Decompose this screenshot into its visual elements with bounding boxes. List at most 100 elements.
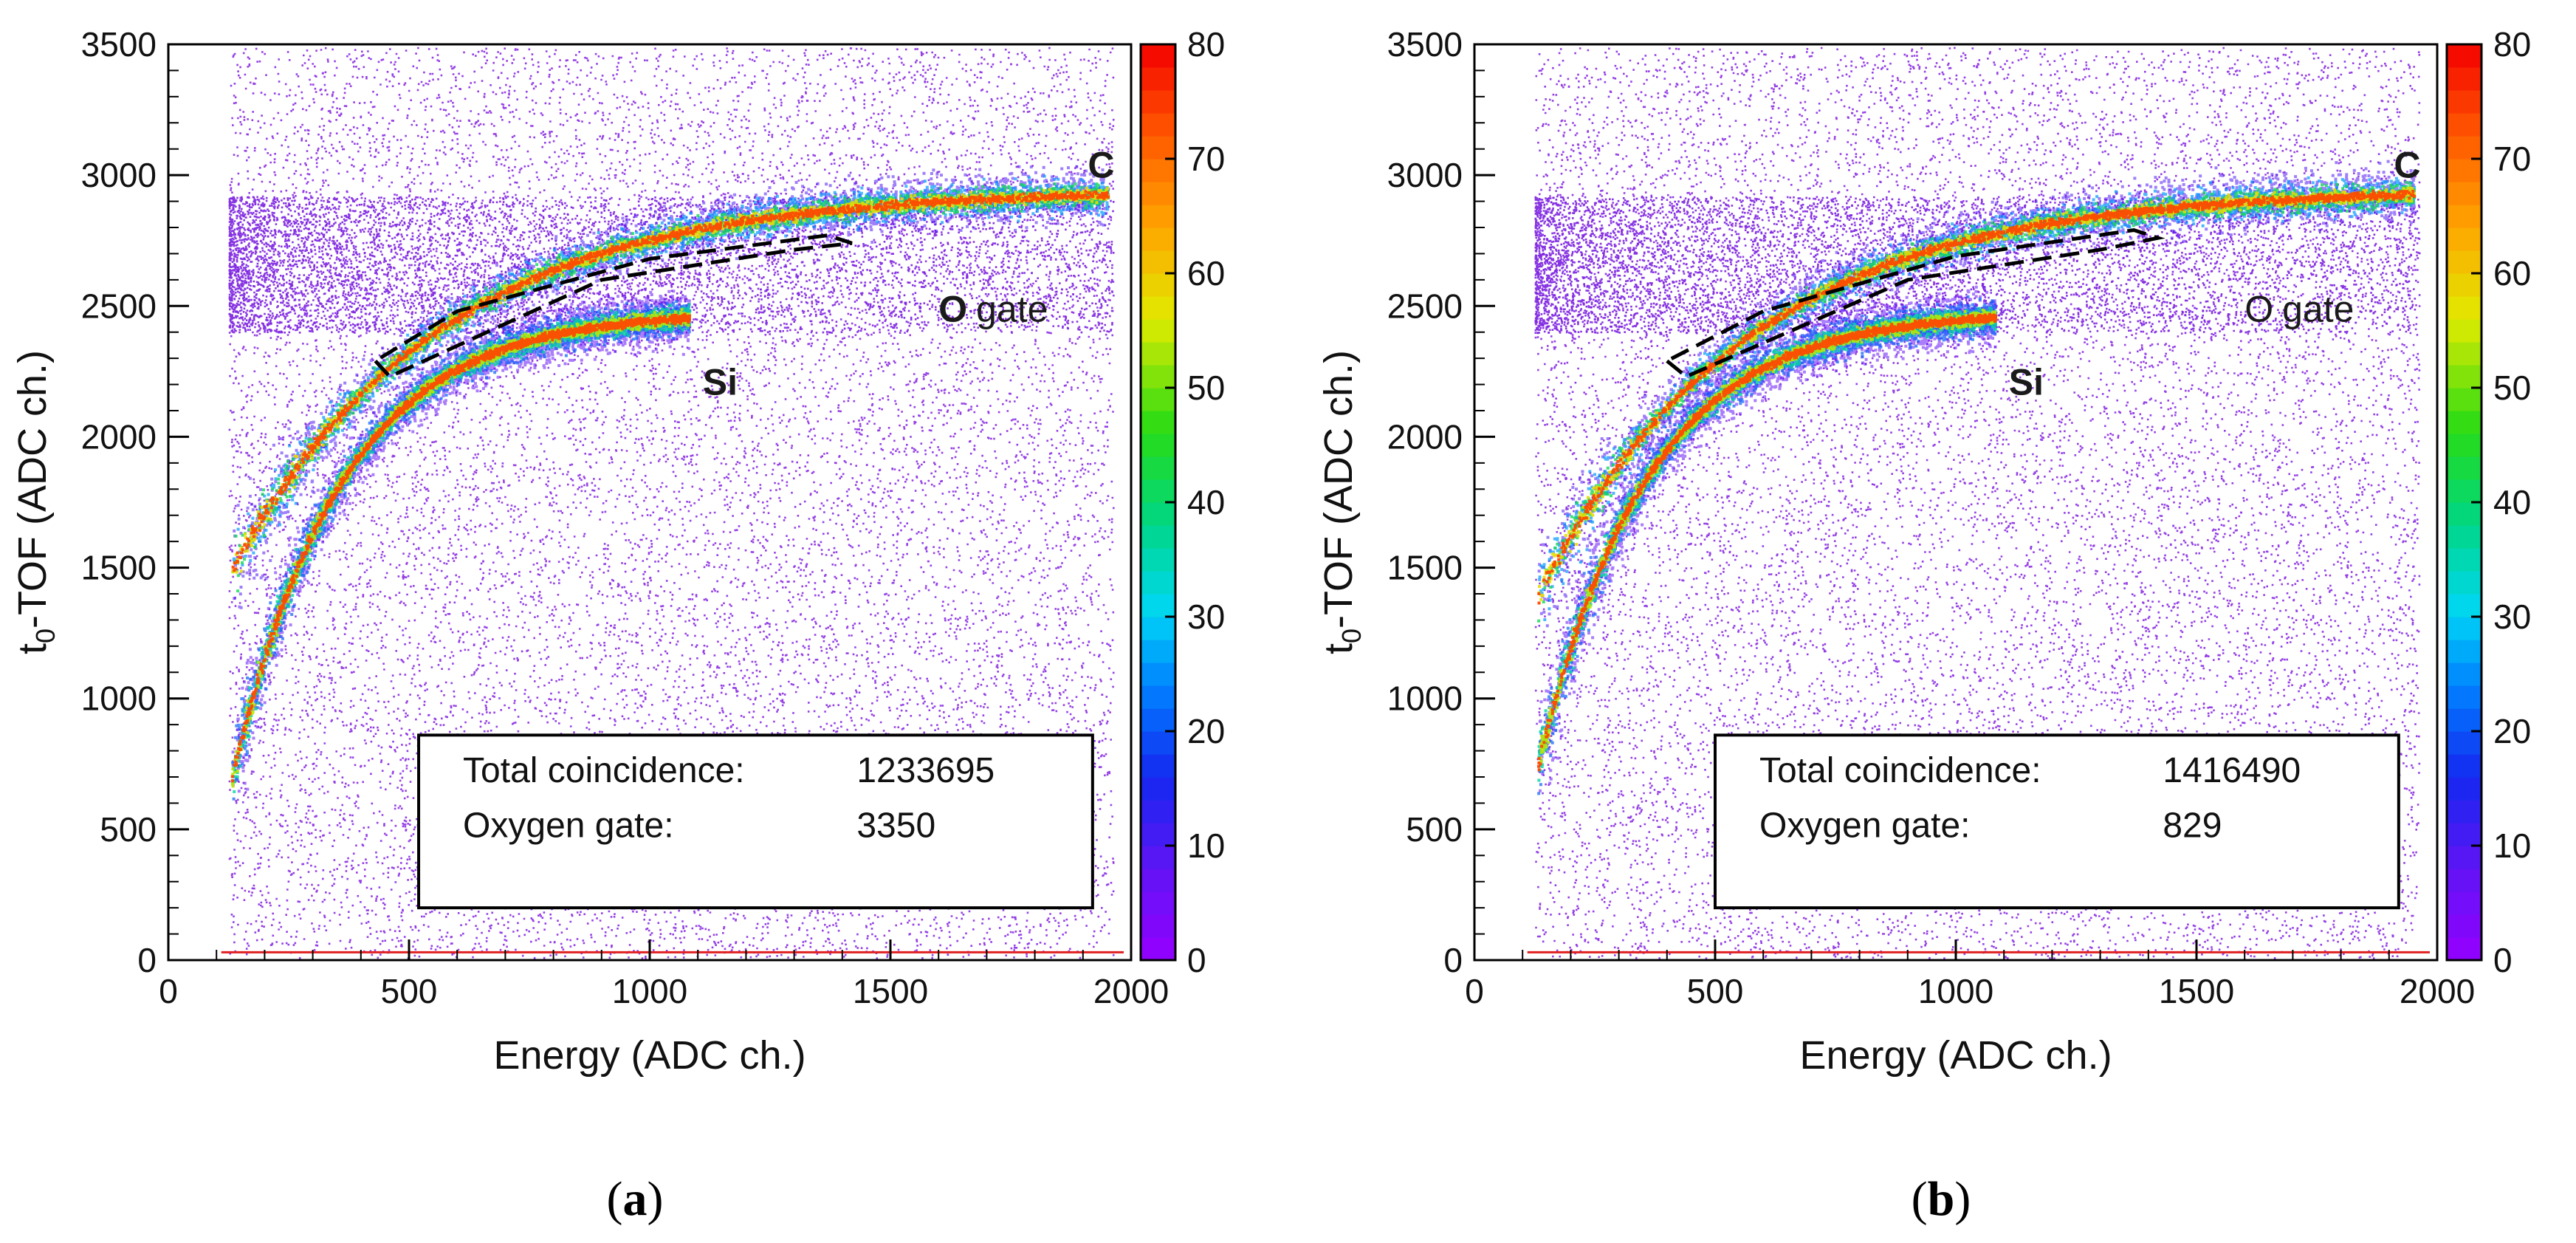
colorbar-segment [2447,914,2481,938]
colorbar-segment [2447,388,2481,411]
colorbar: 0 10 20 30 40 50 60 70 80 [2445,25,2531,979]
y-tick-label: 1500 [1387,549,1463,587]
colorbar-segment [2447,617,2481,640]
y-axis-title-sub: 0 [30,629,61,643]
upper-dense-counts [1534,196,2421,335]
oxygen-gate-outline [372,233,853,379]
band-layer [1537,285,1997,792]
y-tick-label: 2500 [1387,287,1463,325]
colorbar-tick-label: 40 [1187,483,1225,521]
colorbar-segment [2447,434,2481,457]
colorbar-tick-label: 10 [2493,826,2531,865]
colorbar-segment [2447,502,2481,526]
colorbar-segment [1141,869,1175,892]
colorbar-segment [2447,662,2481,686]
colorbar-segment [1141,296,1175,320]
colorbar-segment [2447,731,2481,755]
total-coincidence-value: 1233695 [856,751,995,790]
colorbar-tick-label: 20 [1187,712,1225,750]
colorbar-segment [1141,708,1175,732]
colorbar-segment [2447,205,2481,228]
colorbar-segment [2447,869,2481,892]
colorbar-segment [2447,594,2481,617]
colorbar-tick-label: 20 [2493,712,2531,750]
colorbar-segment [2447,182,2481,205]
colorbar-segment [1141,800,1175,823]
colorbar-segment [1141,502,1175,526]
silicon-label: Si [703,362,738,403]
stats-box-frame [417,733,1094,910]
background-counts [228,47,1115,960]
colorbar-tick-label: 50 [2493,369,2531,407]
oxygen-symbol: O [938,289,967,330]
colorbar-segment [1141,365,1175,388]
colorbar-segment [2447,777,2481,801]
x-tick-label: 1500 [2159,972,2234,1010]
colorbar-segment [2447,456,2481,480]
colorbar-segment [1141,456,1175,480]
colorbar-segment [2447,548,2481,572]
colorbar-segment [1141,754,1175,778]
colorbar-segment [2447,846,2481,869]
colorbar-segment [1141,411,1175,434]
y-tick-label: 0 [137,941,157,979]
oxygen-symbol: O [2244,289,2273,330]
x-axis-title: Energy (ADC ch.) [493,1033,806,1078]
stats-box-frame [1714,733,2400,910]
colorbar-segment [1141,342,1175,366]
band-layer [231,290,692,793]
colorbar-segment [2447,754,2481,778]
colorbar-tick-label: 70 [1187,140,1225,178]
colorbar-segment [1141,731,1175,755]
colorbar-segment [2447,479,2481,503]
colorbar: 0 10 20 30 40 50 60 70 80 [1139,25,1225,979]
colorbar-segment [1141,662,1175,686]
colorbar-segment [2447,891,2481,915]
colorbar-segment [1141,67,1175,91]
colorbar-tick-label: 80 [2493,25,2531,64]
panel-label-letter: a [623,1172,648,1226]
y-tick-label: 500 [1406,810,1463,849]
colorbar-tick-label: 70 [2493,140,2531,178]
carbon-label: C [1088,145,1114,186]
colorbar-segment [2447,250,2481,274]
colorbar-segment [1141,594,1175,617]
colorbar-segment [2447,319,2481,343]
total-coincidence-value: 1416490 [2163,751,2301,790]
colorbar-segment [2447,159,2481,182]
colorbar-tick-label: 10 [1187,826,1225,865]
colorbar-segment [2447,90,2481,114]
x-tick-label: 0 [1465,972,1484,1010]
colorbar-segment [2447,937,2481,961]
colorbar-segment [1141,914,1175,938]
y-axis-title-main: t [1316,643,1361,654]
colorbar-segment [1141,891,1175,915]
colorbar-segment [2447,571,2481,595]
x-tick-label: 2000 [1093,972,1169,1010]
oxygen-gate-count-value: 829 [2163,806,2222,845]
colorbar-segment [1141,250,1175,274]
band-layer [233,165,1110,609]
band-c [231,165,1110,609]
x-tick-label: 0 [159,972,178,1010]
colorbar-tick-label: 40 [2493,483,2531,521]
silicon-label: Si [2009,362,2044,403]
oxygen-gate-count-label: Oxygen gate: [1759,806,1971,845]
x-tick-label: 2000 [2400,972,2475,1010]
oxygen-gate-outline [1663,227,2165,379]
y-tick-label: 3500 [81,25,157,64]
colorbar-segment [1141,937,1175,961]
y-axis-title: t0-TOF (ADC ch.) [1316,350,1367,654]
panel-label-close: ) [648,1172,664,1226]
scatter-layer [228,47,1115,960]
upper-dense-counts [228,196,1115,335]
colorbar-segment [2447,273,2481,297]
colorbar-segment [1141,273,1175,297]
y-tick-label: 1500 [81,549,157,587]
colorbar-segment [1141,434,1175,457]
y-tick-label: 3000 [81,156,157,194]
band-si [1537,285,1998,795]
y-tick-label: 3500 [1387,25,1463,64]
colorbar-tick-label: 60 [1187,254,1225,292]
colorbar-segment [1141,777,1175,801]
